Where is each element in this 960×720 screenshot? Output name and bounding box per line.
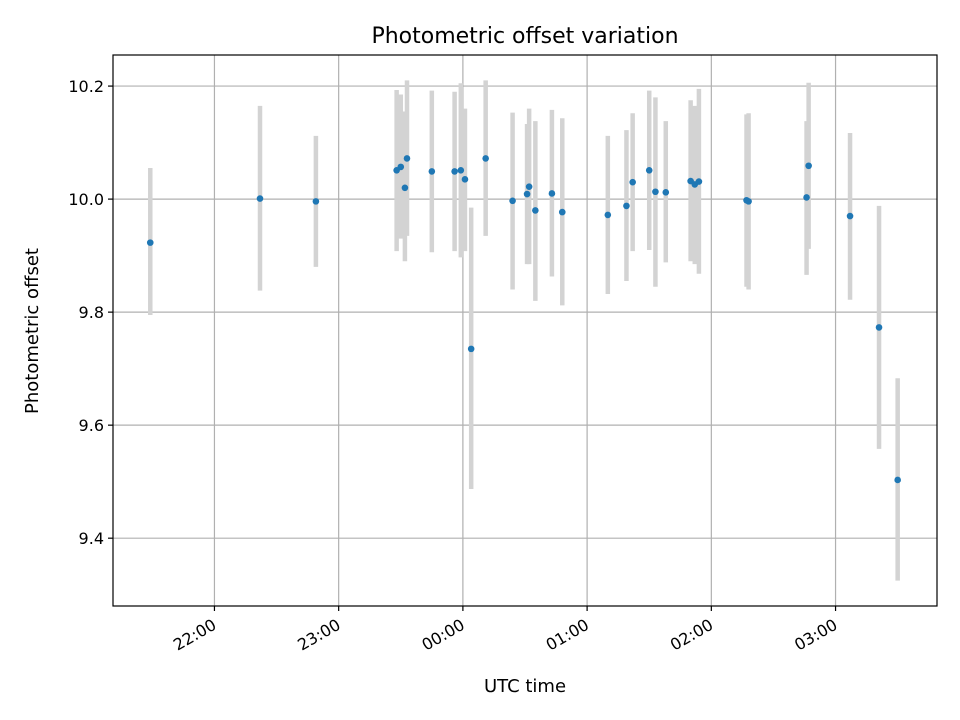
x-tick-label: 22:00 — [170, 615, 219, 655]
data-point — [461, 176, 469, 183]
y-tick-label: 9.6 — [79, 416, 104, 435]
x-tick-label: 03:00 — [791, 615, 840, 655]
data-point — [397, 163, 405, 171]
data-point — [256, 195, 264, 202]
y-tick-label: 10.0 — [68, 190, 104, 209]
data-points — [146, 155, 901, 484]
data-point — [645, 166, 653, 174]
data-point — [695, 178, 703, 185]
data-point — [525, 183, 533, 190]
data-point — [894, 476, 901, 484]
error-bars — [148, 80, 900, 581]
data-point — [846, 212, 854, 220]
x-tick-label: 23:00 — [294, 615, 343, 655]
data-point — [146, 239, 154, 246]
data-point — [623, 202, 630, 210]
data-point — [662, 189, 670, 196]
data-point — [629, 178, 636, 186]
y-axis-label: Photometric offset — [22, 248, 43, 414]
data-point — [558, 208, 566, 216]
data-point — [532, 207, 539, 214]
data-point — [652, 188, 659, 196]
data-point — [467, 345, 475, 353]
x-tick-label: 01:00 — [543, 615, 592, 655]
y-tick-label: 9.8 — [79, 303, 104, 322]
y-tick-label: 9.4 — [79, 529, 104, 548]
data-point — [509, 197, 516, 205]
data-point — [805, 162, 812, 170]
chart-title: Photometric offset variation — [371, 24, 678, 49]
data-point — [745, 198, 752, 205]
x-tick-label: 02:00 — [667, 615, 716, 655]
data-point — [457, 166, 465, 174]
data-point — [482, 155, 489, 162]
data-point — [548, 190, 556, 197]
y-tick-label: 10.2 — [68, 77, 104, 96]
plot-frame — [112, 54, 938, 607]
data-point — [803, 194, 810, 201]
x-axis-label: UTC time — [484, 676, 566, 697]
data-point — [312, 198, 320, 205]
data-point — [451, 168, 458, 175]
x-tick-label: 00:00 — [418, 615, 467, 655]
data-point — [875, 324, 883, 331]
data-point — [604, 211, 612, 219]
data-point — [523, 190, 531, 198]
data-point — [403, 155, 411, 162]
data-point — [401, 184, 409, 192]
data-point — [428, 168, 436, 175]
